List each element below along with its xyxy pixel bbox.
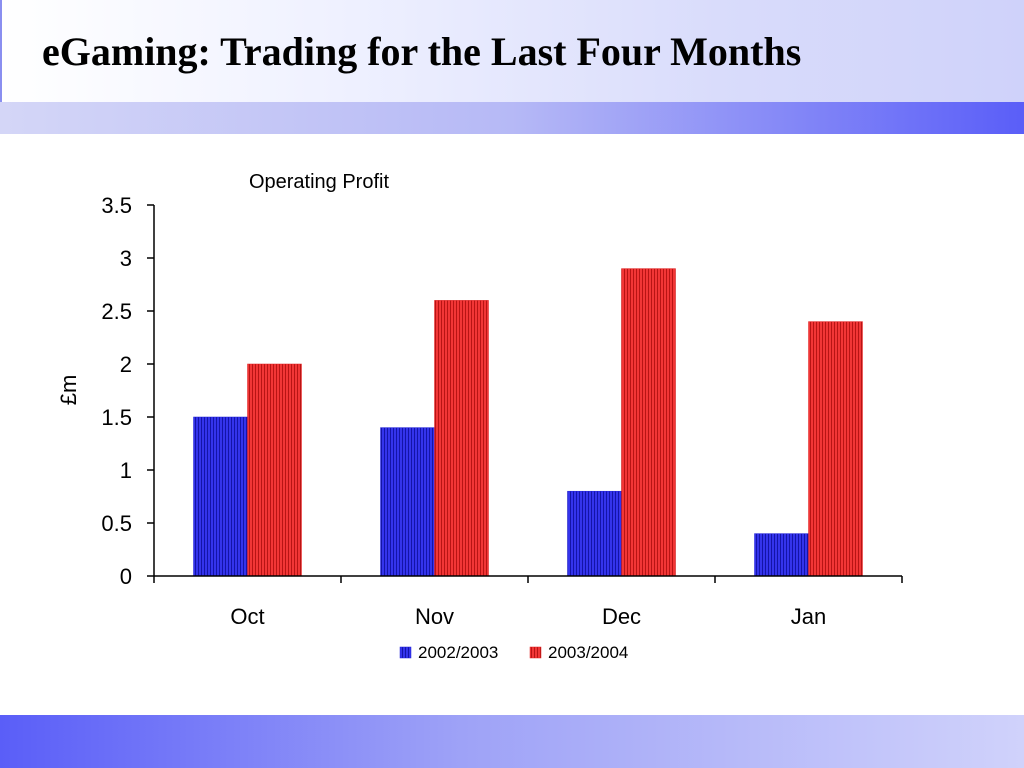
y-tick-label: 3.5 [101, 193, 132, 218]
operating-profit-chart: Operating Profit £m Oct Nov Dec Jan 0 0.5 1 1.5… [56, 171, 903, 662]
bar-nov-series-0 [380, 427, 435, 577]
y-axis-label: £m [56, 375, 81, 406]
slide-header: eGaming: Trading for the Last Four Month… [0, 0, 1024, 102]
bar-oct-series-0 [193, 416, 248, 577]
y-tick-label: 0.5 [101, 511, 132, 536]
y-tick-label: 2.5 [101, 299, 132, 324]
y-tick-label: 0 [120, 564, 132, 589]
x-tick-label: Nov [415, 604, 454, 629]
legend-swatch-1 [529, 646, 542, 659]
bar-jan-series-1 [808, 321, 863, 577]
header-left-edge [0, 0, 2, 102]
bar-jan-series-0 [754, 533, 809, 577]
legend-label-1: 2003/2004 [548, 643, 628, 662]
footer-accent-band [0, 715, 1024, 768]
slide-title: eGaming: Trading for the Last Four Month… [42, 29, 802, 74]
bar-dec-series-1 [621, 268, 676, 577]
bar-nov-series-1 [434, 300, 489, 577]
legend: 2002/2003 2003/2004 [399, 643, 628, 662]
legend-label-0: 2002/2003 [418, 643, 498, 662]
bar-dec-series-0 [567, 490, 622, 577]
chart-title: Operating Profit [249, 171, 390, 193]
legend-swatch-0 [399, 646, 412, 659]
header-accent-band [0, 102, 1024, 134]
y-tick-label: 3 [120, 246, 132, 271]
y-tick-label: 1.5 [101, 405, 132, 430]
axes-group: Oct Nov Dec Jan 0 0.5 1 1.5 2 2.5 3 3.5 [101, 193, 903, 629]
x-tick-label: Jan [791, 604, 826, 629]
x-tick-label: Oct [230, 604, 264, 629]
bar-oct-series-1 [247, 363, 302, 577]
bars-group [193, 268, 863, 577]
y-tick-label: 1 [120, 458, 132, 483]
y-tick-label: 2 [120, 352, 132, 377]
x-tick-label: Dec [602, 604, 641, 629]
